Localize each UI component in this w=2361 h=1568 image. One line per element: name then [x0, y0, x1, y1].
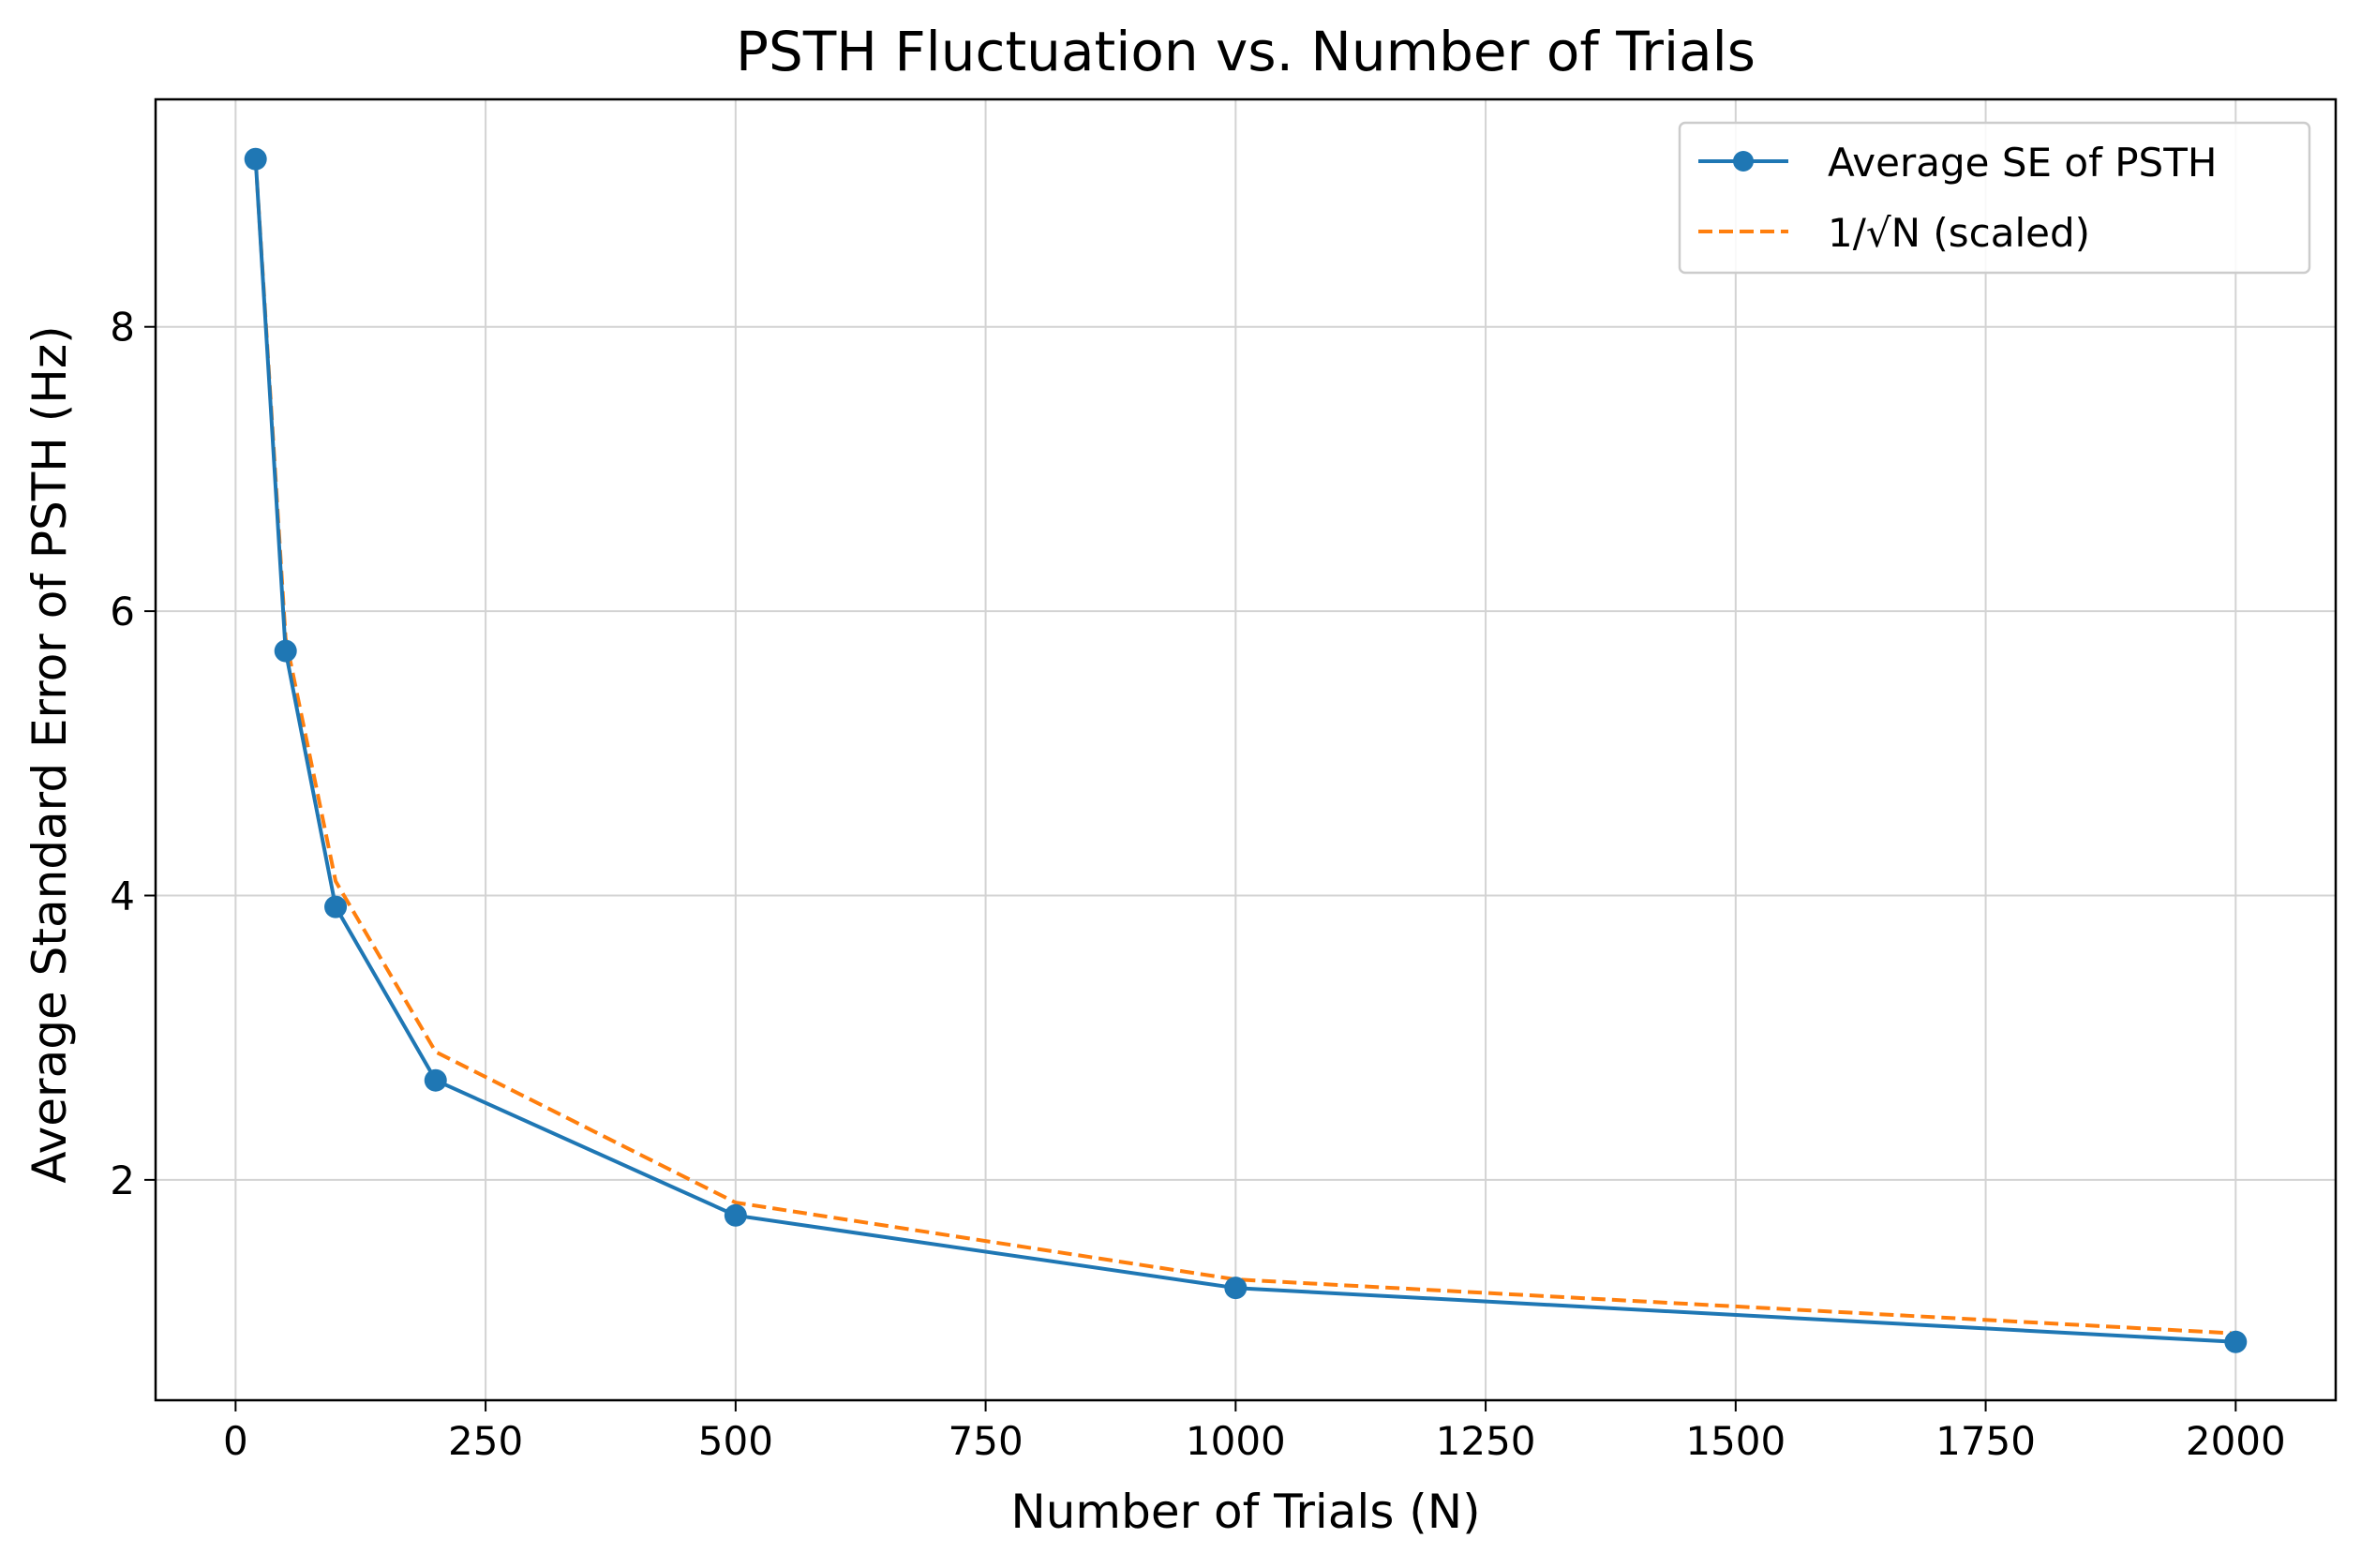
series-line-1 — [253, 158, 2236, 1344]
x-tick-label: 1500 — [1685, 1418, 1786, 1464]
data-point — [2224, 1330, 2248, 1353]
x-tick-label: 500 — [698, 1418, 773, 1464]
data-point — [1224, 1277, 1248, 1300]
x-tick-label: 250 — [448, 1418, 523, 1464]
legend-label-series-1: Average SE of PSTH — [1828, 140, 2217, 186]
legend: Average SE of PSTH 1/√N (scaled) — [1678, 121, 2311, 275]
series-layer — [244, 147, 2248, 1353]
legend-label-series-2: 1/√N (scaled) — [1828, 210, 2090, 256]
y-tick-label: 4 — [110, 873, 135, 918]
x-tick-label: 750 — [949, 1418, 1024, 1464]
x-tick-label: 1000 — [1186, 1418, 1286, 1464]
y-tick-label: 6 — [110, 589, 135, 635]
data-point — [724, 1203, 747, 1227]
data-point — [244, 147, 267, 171]
legend-box — [1678, 121, 2311, 275]
data-point — [424, 1068, 447, 1092]
x-tick-label: 1250 — [1436, 1418, 1536, 1464]
grid — [156, 99, 2336, 1400]
x-tick-label: 0 — [223, 1418, 248, 1464]
x-axis-label: Number of Trials (N) — [1010, 1485, 1480, 1539]
chart-title: PSTH Fluctuation vs. Number of Trials — [736, 20, 1756, 83]
y-tick-label: 8 — [110, 305, 135, 351]
y-tick-label: 2 — [110, 1157, 135, 1203]
x-tick-label: 2000 — [2186, 1418, 2286, 1464]
x-tick-label: 1750 — [1935, 1418, 2036, 1464]
y-axis-label: Average Standard Error of PSTH (Hz) — [22, 325, 77, 1183]
data-point — [324, 895, 348, 918]
data-point — [274, 639, 297, 663]
x-axis-ticks: 0 250 500 750 1000 1250 1500 1750 2000 — [223, 1400, 2286, 1464]
legend-marker-series-1 — [1733, 151, 1754, 172]
y-axis-ticks: 2 4 6 8 — [110, 305, 156, 1203]
series-line-2 — [253, 158, 2236, 1336]
axes-frame — [154, 97, 2338, 1402]
